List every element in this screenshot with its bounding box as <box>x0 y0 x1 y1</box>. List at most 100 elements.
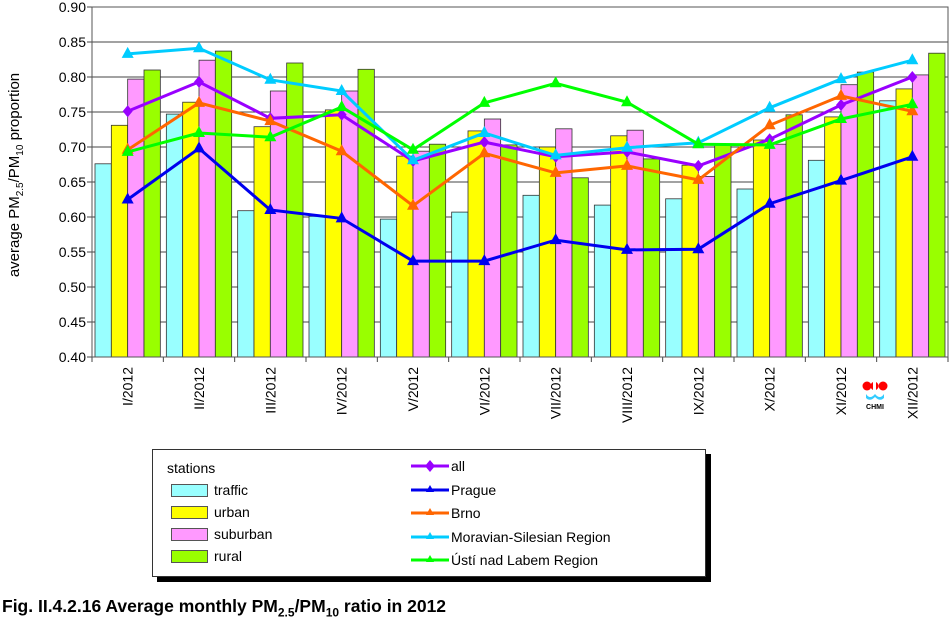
legend-item-suburban: suburban <box>171 526 272 542</box>
bar-traffic <box>237 210 255 358</box>
bar-traffic <box>94 163 112 358</box>
legend-line-marker <box>411 555 449 562</box>
bar-suburban <box>840 84 858 358</box>
line-point <box>692 137 705 149</box>
x-tick-label: XII/2012 <box>904 367 920 419</box>
y-tick-label: 0.90 <box>59 0 86 15</box>
legend-swatch <box>171 527 208 541</box>
line-point <box>478 95 491 107</box>
bar-urban <box>752 139 771 358</box>
line-path <box>127 81 913 154</box>
chmi-logo: CHMI <box>862 380 888 412</box>
figure-caption: Fig. II.4.2.16 Average monthly PM2.5/PM1… <box>2 596 447 620</box>
legend: stations traffic urban suburban rural all Pr… <box>152 449 706 577</box>
bar-traffic <box>522 194 540 358</box>
bar-rural <box>357 68 375 358</box>
legend-line-marker <box>411 531 449 539</box>
legend-item-moravian-silesian-region: Moravian-Silesian Region <box>411 529 611 545</box>
bar-rural <box>428 143 447 358</box>
series-brno <box>121 88 919 210</box>
chart: 0.40 0.45 0.50 0.55 0.60 0.65 0.70 0.75 0.80 0.85… <box>59 0 949 423</box>
bar-rural <box>714 144 732 358</box>
x-axis-ticks: I/2012 II/2012 III/2012 IV/2012 V/2012 VI/201… <box>91 357 949 423</box>
x-tick-label: V/2012 <box>405 367 421 412</box>
line-point <box>193 95 205 107</box>
line-point <box>407 153 419 165</box>
line-point <box>335 211 348 223</box>
line-point <box>763 137 776 149</box>
y-tick-label: 0.60 <box>59 209 86 225</box>
line-point <box>479 136 490 149</box>
bars <box>94 50 946 358</box>
bar-urban <box>182 101 200 358</box>
line-point <box>478 254 491 266</box>
x-tick-label: VII/2012 <box>548 367 564 419</box>
bar-rural <box>143 69 161 358</box>
plot-frame <box>91 6 949 358</box>
line-point <box>194 75 204 88</box>
line-point <box>407 254 419 266</box>
legend-label: Brno <box>451 505 481 521</box>
x-tick-label: IX/2012 <box>690 367 706 415</box>
line-point <box>407 198 419 210</box>
line-point <box>478 146 491 158</box>
y-tick-label: 0.80 <box>59 69 86 85</box>
line-point <box>193 141 205 153</box>
y-axis-label: average PM2.5/PM10 proportion <box>6 72 26 278</box>
bar-urban <box>253 126 271 358</box>
line-point <box>763 118 776 130</box>
line-point <box>335 100 348 112</box>
legend-label: Prague <box>451 481 497 498</box>
legend-label: rural <box>214 548 243 564</box>
line-point <box>193 126 205 137</box>
bar-urban <box>895 88 913 358</box>
line-point <box>264 203 277 214</box>
legend-item-prague: Prague <box>411 482 496 498</box>
line-point <box>692 172 705 184</box>
line-point <box>763 100 776 112</box>
line-point <box>763 196 776 208</box>
series--st-nad-labem-region <box>121 76 919 156</box>
legend-title: stations <box>167 460 216 476</box>
x-tick-label: II/2012 <box>191 367 207 410</box>
legend-line-marker <box>411 484 449 492</box>
line-point <box>621 158 633 170</box>
bar-rural <box>642 158 661 358</box>
line-point <box>549 76 562 88</box>
x-tick-label: IV/2012 <box>334 367 350 415</box>
line-point <box>407 142 419 154</box>
legend-item-all: all <box>411 458 465 474</box>
y-axis-ticks: 0.40 0.45 0.50 0.55 0.60 0.65 0.70 0.75 0.80 0.85… <box>59 0 92 365</box>
line-point <box>264 114 277 126</box>
line-point <box>478 126 491 137</box>
line-point <box>906 104 919 116</box>
x-tick-label: III/2012 <box>262 367 278 414</box>
bar-traffic <box>665 198 683 358</box>
line-point <box>835 88 847 100</box>
legend-marker <box>426 484 434 492</box>
line-point <box>835 173 847 185</box>
legend-item-urban: urban <box>171 504 250 520</box>
bar-suburban <box>769 143 787 358</box>
legend-swatch <box>171 505 208 519</box>
bar-traffic <box>593 204 612 358</box>
bar-rural <box>785 114 803 358</box>
x-tick-label: VI/2012 <box>476 367 492 415</box>
legend-item--st-nad-labem-region: Ústí nad Labem Region <box>411 552 598 568</box>
legend-marker <box>426 555 434 562</box>
line-point <box>693 159 704 172</box>
bar-traffic <box>379 218 398 358</box>
x-tick-label: XI/2012 <box>833 367 849 415</box>
bar-rural <box>928 52 946 358</box>
line-point <box>193 41 205 53</box>
bar-traffic <box>308 215 326 358</box>
legend-marker <box>426 508 434 515</box>
x-tick-label: I/2012 <box>120 367 136 406</box>
legend-label: urban <box>214 504 250 520</box>
line-point <box>121 192 134 204</box>
legend-label: Ústí nad Labem Region <box>451 552 599 568</box>
bar-suburban <box>412 150 430 358</box>
y-tick-label: 0.50 <box>59 279 86 295</box>
bar-suburban <box>127 78 145 358</box>
bar-rural <box>571 177 589 358</box>
